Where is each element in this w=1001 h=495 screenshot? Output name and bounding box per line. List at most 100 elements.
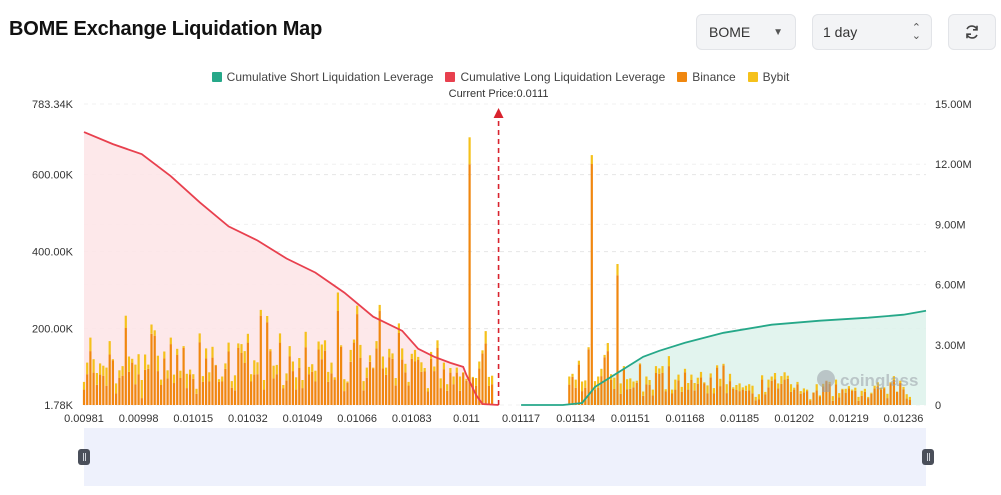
- bybit-bar: [124, 315, 127, 328]
- bybit-bar: [626, 379, 629, 390]
- legend-label-bybit: Bybit: [762, 70, 790, 84]
- binance-bar: [693, 390, 696, 405]
- binance-bar: [121, 375, 124, 405]
- binance-bar: [777, 388, 780, 405]
- binance-bar: [834, 384, 838, 405]
- binance-bar: [192, 378, 195, 405]
- bybit-bar: [867, 396, 870, 399]
- binance-bar: [230, 387, 233, 405]
- bybit-bar: [182, 346, 185, 348]
- x-tick-label: 0.01202: [774, 413, 814, 425]
- bybit-bar: [764, 391, 767, 395]
- binance-bar: [491, 384, 494, 405]
- binance-bar: [600, 376, 603, 405]
- bybit-bar: [786, 375, 789, 379]
- bybit-bar: [176, 348, 179, 355]
- binance-bar: [857, 400, 860, 405]
- bybit-bar: [638, 363, 642, 365]
- binance-bar: [214, 365, 217, 405]
- binance-bar: [127, 371, 131, 405]
- bybit-bar: [179, 370, 182, 378]
- bybit-bar: [333, 377, 336, 380]
- bybit-bar: [593, 381, 597, 390]
- binance-bar: [899, 383, 902, 405]
- symbol-select[interactable]: BOME ▼: [696, 14, 796, 50]
- bybit-bar: [478, 361, 481, 369]
- bybit-bar: [748, 384, 751, 391]
- y-right-tick-label: 15.00M: [935, 99, 972, 111]
- y-left-tick-label: 200.00K: [32, 324, 74, 336]
- binance-bar: [385, 375, 388, 405]
- bybit-bar: [288, 346, 291, 357]
- legend-item-binance[interactable]: Binance: [677, 70, 736, 84]
- bybit-bar: [285, 373, 288, 381]
- bybit-bar: [340, 345, 343, 347]
- bybit-bar: [433, 366, 436, 372]
- x-tick-label: 0.00981: [64, 413, 104, 425]
- bybit-bar: [831, 396, 834, 401]
- bybit-bar: [156, 355, 159, 372]
- bybit-bar: [773, 373, 777, 380]
- bybit-bar: [259, 309, 262, 316]
- bybit-bar: [680, 386, 683, 392]
- binance-bar: [205, 358, 208, 405]
- bybit-bar: [581, 381, 584, 392]
- bybit-bar: [153, 330, 156, 336]
- range-navigator[interactable]: [84, 428, 926, 486]
- bybit-bar: [577, 360, 580, 365]
- bybit-bar: [449, 368, 452, 373]
- binance-bar: [217, 381, 221, 405]
- x-tick-label: 0.01083: [392, 413, 432, 425]
- legend-item-long[interactable]: Cumulative Long Liquidation Leverage: [445, 70, 665, 84]
- bybit-bar: [121, 366, 124, 376]
- caret-down-icon: ▼: [773, 26, 783, 38]
- bybit-bar: [905, 394, 908, 399]
- bybit-bar: [741, 387, 744, 390]
- bybit-bar: [160, 379, 163, 385]
- legend-swatch-long: [445, 72, 456, 82]
- bybit-bar: [336, 292, 339, 311]
- binance-bar: [224, 368, 227, 405]
- binance-bar: [349, 361, 352, 405]
- y-left-tick-label: 600.00K: [32, 170, 74, 182]
- bybit-bar: [365, 367, 368, 378]
- bybit-bar: [751, 385, 754, 394]
- bybit-bar: [899, 380, 902, 383]
- bybit-bar: [410, 353, 413, 359]
- bybit-bar: [317, 341, 320, 350]
- binance-bar: [818, 396, 821, 405]
- binance-bar: [336, 311, 339, 405]
- bybit-bar: [275, 364, 278, 375]
- bybit-bar: [841, 388, 844, 390]
- binance-bar: [802, 392, 805, 405]
- bybit-bar: [102, 365, 105, 376]
- binance-bar: [696, 383, 699, 405]
- binance-bar: [728, 381, 732, 405]
- binance-bar: [825, 381, 828, 405]
- bybit-bar: [491, 375, 494, 385]
- range-handle-left[interactable]: [78, 449, 90, 465]
- legend-item-short[interactable]: Cumulative Short Liquidation Leverage: [211, 70, 433, 84]
- time-range-select[interactable]: 1 day ⌃ ⌄: [812, 14, 932, 50]
- refresh-button[interactable]: [948, 14, 996, 50]
- range-handle-right[interactable]: [922, 449, 934, 465]
- bybit-bar: [195, 388, 198, 394]
- bybit-bar: [147, 364, 150, 369]
- bybit-bar: [481, 350, 484, 354]
- bybit-bar: [622, 366, 625, 369]
- bybit-bar: [442, 362, 445, 370]
- bybit-bar: [391, 353, 394, 359]
- legend-item-bybit[interactable]: Bybit: [747, 70, 790, 84]
- bybit-bar: [574, 379, 577, 388]
- binance-bar: [301, 388, 304, 405]
- binance-bar: [446, 390, 449, 405]
- bybit-bar: [462, 372, 465, 374]
- bybit-bar: [227, 342, 230, 352]
- binance-bar: [889, 383, 892, 405]
- bybit-bar: [696, 377, 699, 384]
- bybit-bar: [857, 396, 860, 401]
- binance-bar: [124, 328, 127, 405]
- binance-bar: [674, 389, 677, 405]
- binance-bar: [452, 384, 455, 405]
- binance-bar: [372, 368, 375, 405]
